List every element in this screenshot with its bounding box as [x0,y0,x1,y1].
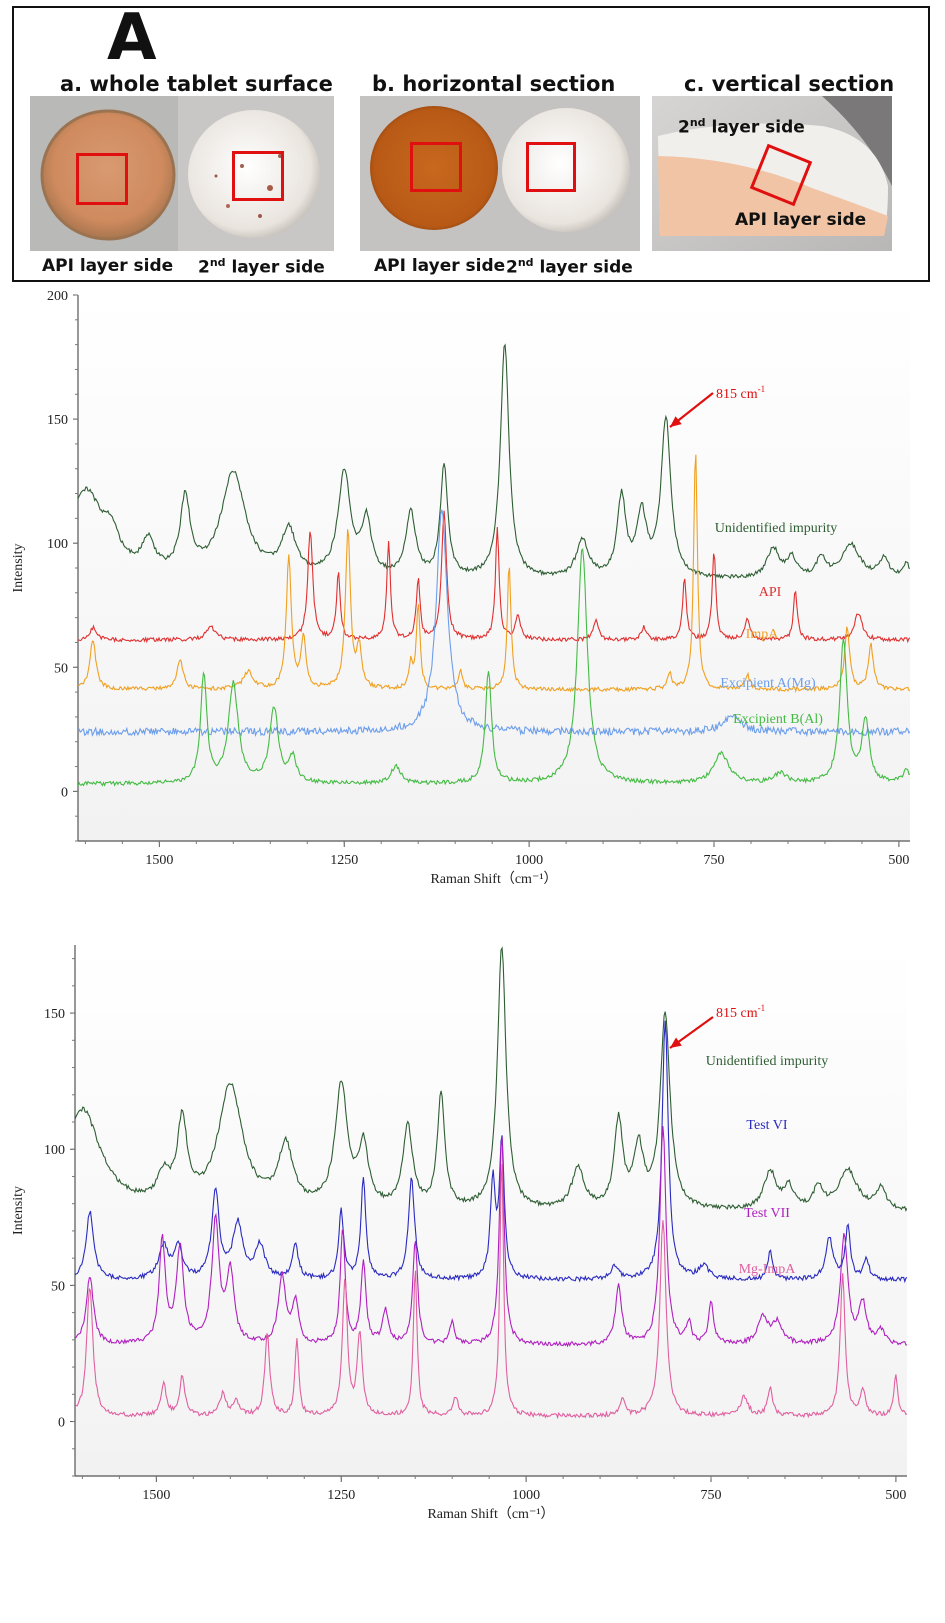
y-tick-label: 0 [61,785,68,800]
series-line-unidentified-impurity [78,343,910,580]
series-label: API [759,585,782,600]
series-label: Test VII [744,1206,790,1221]
x-tick-label: 500 [885,1488,906,1503]
b-title: b. horizontal section [372,72,616,96]
y-tick-label: 100 [47,537,68,552]
caption-api-layer-side: API layer side [42,256,174,276]
series-label: Unidentified impurity [706,1054,828,1069]
x-tick-label: 1000 [515,853,543,868]
x-tick-label: 500 [888,853,909,868]
caption-2nd-layer-side: 2nd layer side [678,116,805,138]
photo-whole-tablet-surface [30,96,334,251]
series-label: Unidentified impurity [715,521,837,536]
series-line-excipient-a-mg [78,509,910,738]
roi-box [76,153,128,205]
y-tick-label: 150 [47,413,68,428]
x-tick-label: 1000 [512,1488,540,1503]
series-label: Mg-ImpA [739,1262,797,1277]
series-line-unidentified-impurity [75,946,907,1212]
panel-a-letter: A [107,1,157,75]
annotation-815: 815 cm-1 [716,1003,765,1021]
y-axis-label: Intensity [11,544,26,593]
series-line-api [78,510,910,644]
x-axis-label: Raman Shift（cm⁻¹） [430,871,557,887]
photo-horizontal-section [360,96,640,251]
series-line-test-vii [75,1126,907,1348]
caption-2nd-layer-side: 2nd layer side [506,256,633,278]
series-line-excipient-b-al [78,547,910,787]
y-tick-label: 0 [58,1416,65,1431]
y-tick-label: 100 [44,1143,65,1158]
series-label: Test VI [746,1118,787,1133]
series-line-mg-impa [75,1164,907,1420]
roi-box [526,142,576,192]
a-title: a. whole tablet surface [60,72,333,96]
x-tick-label: 1250 [327,1488,355,1503]
roi-box [410,142,462,192]
caption-2nd-layer-side: 2nd layer side [198,256,325,278]
x-tick-label: 1500 [145,853,173,868]
series-line-test-vi [75,1020,907,1284]
series-label: Excipient A(Mg) [720,676,816,691]
y-tick-label: 50 [51,1279,65,1294]
annotation-arrow-head [670,416,682,427]
c-title: c. vertical section [684,72,895,96]
x-axis-label: Raman Shift（cm⁻¹） [427,1506,554,1522]
photo-vertical-section [652,96,892,251]
series-line-impa [78,454,910,693]
y-axis-label: Intensity [11,1186,26,1235]
x-tick-label: 750 [704,853,725,868]
series-label: ImpA [746,627,780,642]
caption-api-layer-side: API layer side [735,210,867,230]
y-tick-label: 200 [47,289,68,304]
x-tick-label: 750 [701,1488,722,1503]
plot-area [78,295,910,841]
panel-a: A a. whole tablet surface b. horizontal … [12,6,930,282]
y-tick-label: 50 [54,661,68,676]
caption-api-layer-side: API layer side [374,256,506,276]
x-tick-label: 1250 [330,853,358,868]
annotation-815: 815 cm-1 [716,384,765,402]
x-tick-label: 1500 [142,1488,170,1503]
series-label: Excipient B(Al) [733,712,823,727]
annotation-arrow-head [670,1037,682,1048]
roi-box [232,151,284,201]
y-tick-label: 150 [44,1007,65,1022]
